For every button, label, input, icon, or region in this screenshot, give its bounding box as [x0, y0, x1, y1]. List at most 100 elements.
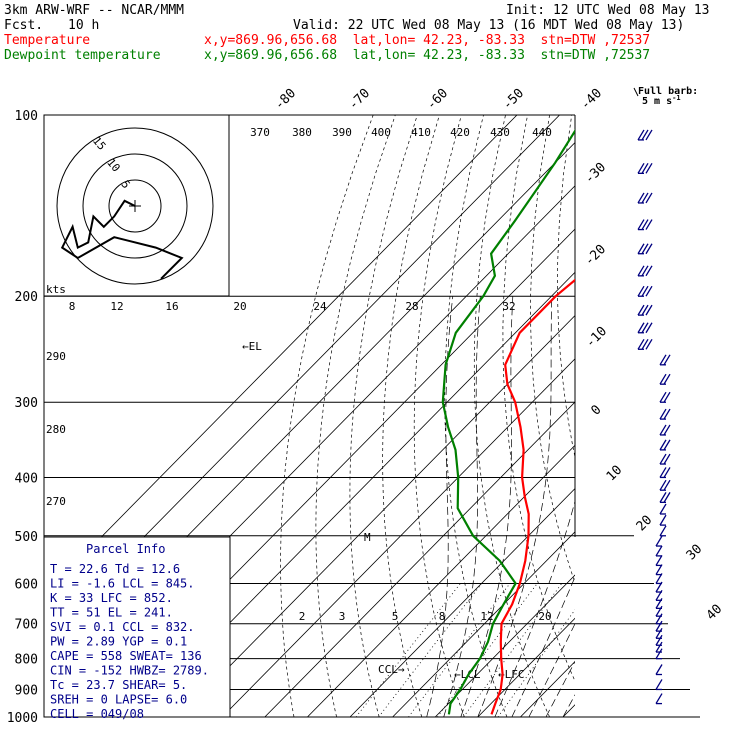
wind-barb-icon [637, 192, 653, 204]
dry-adiabat [584, 115, 721, 717]
mixing-ratio-label: 2 [299, 610, 306, 623]
parcel-info-row: PW = 2.89 YGP = 0.1 [50, 635, 187, 649]
dewpoint-legend-label: Dewpoint temperature [4, 48, 161, 63]
isotherm [44, 115, 518, 596]
isotherm-label: 10 [604, 463, 626, 485]
isotherm-label: 20 [634, 513, 656, 535]
parcel-info-panel: Parcel Info T = 22.6 Td = 12.6LI = -1.6 … [43, 536, 231, 721]
wind-barb-icon [655, 634, 663, 646]
isotherm [307, 444, 575, 717]
mixing-ratio-label: 5 [392, 610, 399, 623]
dry-adiabat [315, 115, 396, 717]
wind-barb-icon [659, 439, 671, 451]
dry-adiabat [726, 115, 740, 717]
wind-barb-icon [659, 354, 671, 366]
moist-adiabat [528, 622, 575, 717]
mixing-ratio-label: 12 [110, 300, 123, 313]
ccl-marker-label: CCL→ [378, 663, 405, 676]
dry-adiabat [382, 115, 440, 717]
wind-barb-icon [659, 453, 671, 465]
parcel-info-title: Parcel Info [86, 542, 165, 556]
theta-label: 390 [332, 126, 352, 139]
dry-adiabat [658, 115, 740, 717]
forecast-label: Fcst. [4, 18, 43, 33]
wind-barb-icon [655, 693, 663, 705]
mixing-ratio-line [463, 583, 563, 717]
isotherm [136, 271, 575, 717]
pressure-tick-label: 100 [15, 109, 38, 124]
wind-barb-icon [637, 129, 653, 141]
moist-adiabat [511, 576, 575, 717]
background-grid [44, 115, 740, 717]
moist-adiabat [545, 660, 575, 717]
dewpoint-trace [441, 129, 575, 715]
pressure-tick-label: 600 [15, 577, 38, 592]
isotherm-label: 40 [704, 602, 726, 624]
parcel-info-row: K = 33 LFC = 852. [50, 591, 173, 605]
dry-adiabat [557, 115, 575, 459]
pressure-tick-label: 1000 [7, 711, 38, 726]
theta-label: 280 [46, 423, 66, 436]
isotherm-label: -30 [582, 160, 609, 187]
parcel-info-row: SREH = 0 LAPSE= 6.0 [50, 693, 187, 707]
temperature-trace [490, 278, 575, 715]
wind-barb-icon [655, 545, 663, 557]
pressure-tick-label: 200 [15, 290, 38, 305]
pressure-tick-label: 500 [15, 530, 38, 545]
isotherm [392, 531, 575, 717]
parcel-info-row: LI = -1.6 LCL = 845. [50, 577, 195, 591]
wind-barb-icon [659, 492, 671, 504]
dewpoint-legend-info: x,y=869.96,656.68 lat,lon= 42.23, -83.33… [204, 48, 650, 63]
isotherm-label: -10 [583, 324, 610, 351]
isotherm [349, 488, 575, 717]
isotherm [434, 574, 575, 717]
theta-label: 370 [250, 126, 270, 139]
wind-barb-icon [655, 679, 663, 691]
wind-barb-icon [655, 641, 663, 653]
theta-label: 440 [532, 126, 552, 139]
dry-adiabat [609, 115, 740, 717]
sounding-traces [441, 129, 575, 715]
wind-barb-icon [659, 408, 671, 420]
moist-adiabat [460, 296, 514, 717]
isotherm-label: -40 [578, 86, 605, 113]
theta-label: 290 [46, 350, 66, 363]
theta-label: 270 [46, 495, 66, 508]
isotherm-label: -80 [272, 86, 299, 113]
wind-barb-icon [655, 664, 663, 676]
mixing-ratio-label: 28 [405, 300, 418, 313]
pressure-tick-label: 800 [15, 653, 38, 668]
theta-label: 410 [411, 126, 431, 139]
wind-barb-icon [659, 525, 667, 537]
wind-barb-icon [637, 219, 653, 231]
theta-label: 400 [371, 126, 391, 139]
hodograph-ring [56, 127, 214, 285]
isotherm-label: 0 [588, 402, 604, 418]
el-marker-label: ←EL [242, 340, 262, 353]
wind-barb-icon [637, 265, 653, 277]
isotherm [562, 704, 575, 717]
isotherm-label: -50 [500, 86, 527, 113]
mixing-ratio-label: 16 [165, 300, 178, 313]
dry-adiabat [413, 115, 465, 717]
parcel-info-row: CIN = -152 HWBZ= 2789. [50, 664, 209, 678]
dry-adiabat [473, 115, 550, 717]
mixing-ratio-label: 20 [233, 300, 246, 313]
wind-barb-icon [659, 373, 671, 385]
parcel-info-box [43, 536, 231, 718]
wind-barb-icon [659, 479, 671, 491]
dry-adiabat [681, 115, 740, 717]
mixing-ratio-label: 12 [480, 610, 493, 623]
wind-barb-icon [637, 338, 653, 350]
wind-barb-icon [637, 304, 653, 316]
init-time: Init: 12 UTC Wed 08 May 13 [506, 3, 710, 18]
theta-label: 420 [450, 126, 470, 139]
hodograph-ring-label: 15 [90, 134, 108, 153]
mixing-ratio-line [408, 583, 511, 717]
wind-barb-icon [659, 391, 671, 403]
wind-key-title: Full barb: [638, 86, 698, 97]
temperature-legend-info: x,y=869.96,656.68 lat,lon= 42.23, -83.33… [204, 33, 650, 48]
wind-barb-icon [659, 503, 667, 515]
mixing-ratio-label: 8 [439, 610, 446, 623]
